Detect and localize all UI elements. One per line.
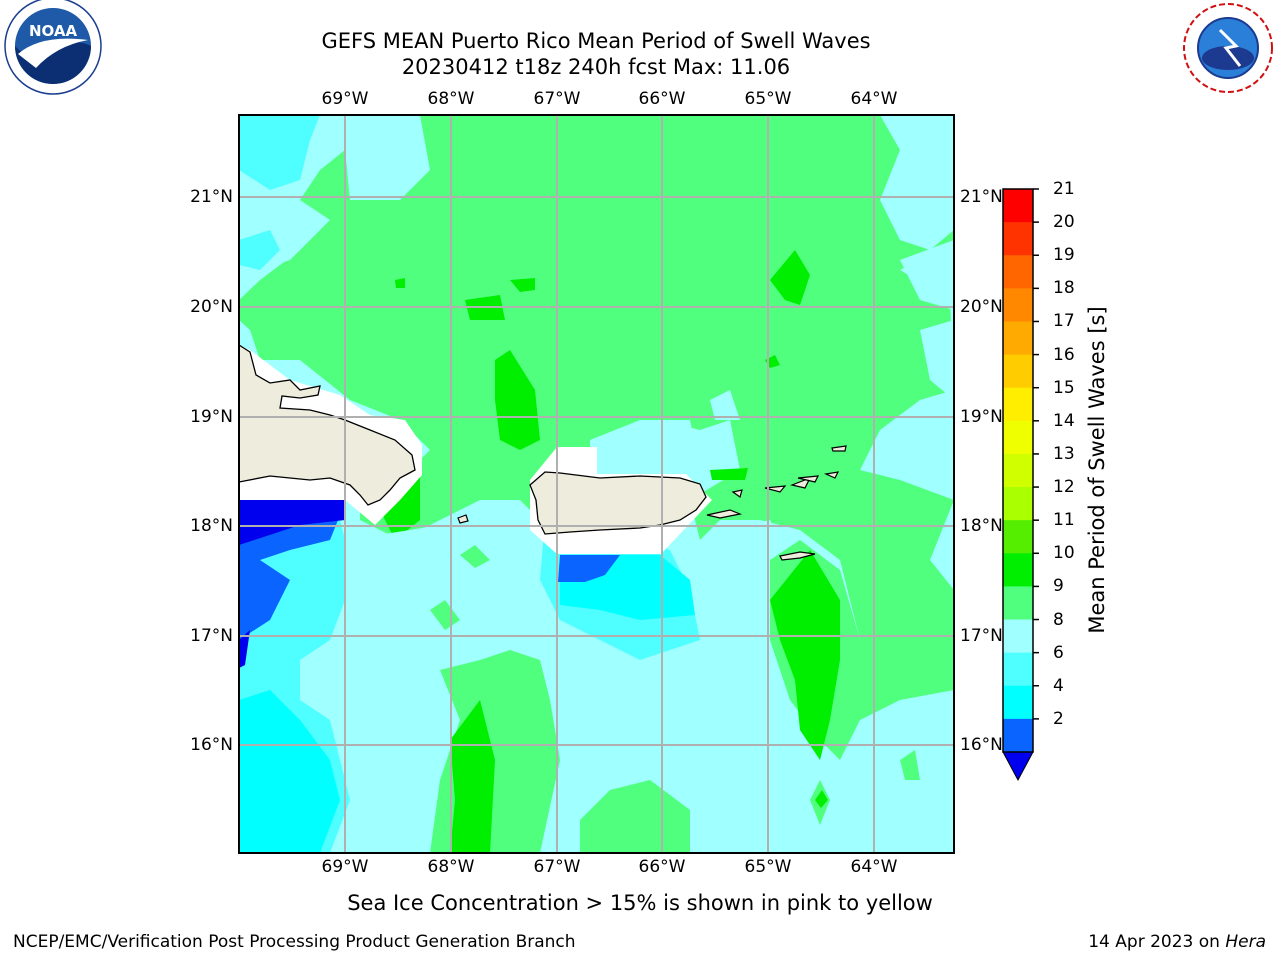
- colorbar-tick-label: 6: [1053, 642, 1064, 663]
- field-8-9-center: [590, 420, 700, 480]
- island-virgin-gorda: [823, 471, 840, 479]
- lon-label-top: 69°W: [321, 89, 369, 109]
- lon-label-bottom: 65°W: [744, 857, 792, 877]
- field-10-11-g: [710, 468, 748, 480]
- colorbar-tick-label: 17: [1053, 311, 1075, 332]
- field-10-11-c: [510, 278, 535, 292]
- lat-label-right: 20°N: [960, 297, 1003, 317]
- lat-label-right: 17°N: [960, 626, 1003, 646]
- field-10-11-south-a: [450, 700, 495, 853]
- colorbar-tick-label: 2: [1053, 708, 1064, 729]
- field-9-10-north: [239, 115, 954, 660]
- lat-label-right: 16°N: [960, 735, 1003, 755]
- lon-label-top: 68°W: [427, 89, 475, 109]
- lat-label-right: 21°N: [960, 187, 1003, 207]
- island-mona: [457, 514, 469, 524]
- island-stjohn: [789, 476, 812, 489]
- colorbar-tick-label: 21: [1053, 179, 1075, 199]
- field-under-sw: [239, 630, 250, 668]
- island-tortola: [797, 475, 820, 483]
- colorbar-tick-label: 19: [1053, 245, 1075, 266]
- colorbar-tick-label: 4: [1053, 675, 1064, 696]
- noaa-logo: NOAA: [4, 0, 102, 95]
- field-8-9-n: [345, 115, 430, 200]
- footer-date-text: 14 Apr 2023 on: [1088, 932, 1226, 952]
- lat-label-right: 19°N: [960, 407, 1003, 427]
- island-stthomas: [764, 485, 787, 493]
- field-6-8-nw: [239, 115, 320, 190]
- lon-label-top: 64°W: [850, 89, 898, 109]
- field-9-10-s4: [900, 750, 920, 780]
- colorbar-label: Mean Period of Swell Waves [s]: [1085, 306, 1109, 634]
- island-vieques: [706, 509, 743, 519]
- colorbar-tick-label: 12: [1053, 477, 1075, 498]
- field-extreme-sw: [239, 500, 345, 545]
- field-9-10-south-a: [430, 650, 560, 853]
- lat-label-left: 16°N: [190, 735, 233, 755]
- field-2-4-sw: [239, 515, 340, 640]
- field-2-4-center: [558, 555, 620, 582]
- field-10-11-h: [380, 475, 420, 540]
- lat-label-right: 18°N: [960, 516, 1003, 536]
- sea-ice-note: Sea Ice Concentration > 15% is shown in …: [347, 891, 933, 915]
- hispaniola-land: [239, 344, 416, 506]
- colorbar-tick-label: 15: [1053, 377, 1075, 398]
- lat-label-left: 17°N: [190, 626, 233, 646]
- noaa-logo-text: NOAA: [29, 22, 78, 40]
- lon-label-top: 65°W: [744, 89, 792, 109]
- lat-label-left: 18°N: [190, 516, 233, 536]
- colorbar-tick-label: 10: [1053, 543, 1075, 564]
- lon-label-bottom: 69°W: [321, 857, 369, 877]
- field-10-11-south-b: [770, 550, 840, 760]
- field-6-8-nw2: [239, 230, 280, 270]
- field-8-9-sw: [345, 510, 954, 853]
- field-10-11-f: [395, 278, 405, 288]
- gridlines: [239, 115, 954, 853]
- colorbar-tick-label: 11: [1053, 510, 1075, 531]
- field-8-9-ne: [880, 115, 954, 250]
- map-subtitle: 20230412 t18z 240h fcst Max: 11.06: [401, 55, 791, 79]
- island-stcroix: [779, 551, 816, 561]
- colorbar-tick-label: 13: [1053, 443, 1075, 464]
- field-4-6-south: [239, 690, 340, 853]
- map-frame: [238, 114, 955, 854]
- island-anegada: [831, 445, 847, 452]
- colorbar-tick-label: 8: [1053, 609, 1064, 630]
- map-title: GEFS MEAN Puerto Rico Mean Period of Swe…: [321, 29, 871, 53]
- field-9-10-s1: [430, 600, 460, 630]
- lat-label-left: 19°N: [190, 407, 233, 427]
- lon-label-top: 66°W: [638, 89, 686, 109]
- lon-label-bottom: 64°W: [850, 857, 898, 877]
- lon-label-bottom: 68°W: [427, 857, 475, 877]
- field-8-9-east2: [920, 320, 954, 400]
- colorbar-tick-label: 16: [1053, 344, 1075, 365]
- nws-logo: [1182, 2, 1274, 94]
- colorbar-tick-label: 18: [1053, 278, 1075, 299]
- field-9-10-s2: [460, 545, 490, 568]
- field-10-11-d: [770, 250, 810, 305]
- island-culebra: [731, 489, 743, 498]
- footer-machine: Hera: [1225, 932, 1266, 952]
- field-10-11-s5: [815, 790, 828, 808]
- footer-credit: NCEP/EMC/Verification Post Processing Pr…: [13, 932, 576, 952]
- colorbar-tick-label: 9: [1053, 576, 1064, 597]
- lat-label-left: 20°N: [190, 297, 233, 317]
- colorbar-tick-label: 20: [1053, 212, 1075, 233]
- lat-label-left: 21°N: [190, 187, 233, 207]
- field-10-11-a: [495, 350, 540, 450]
- field-8-9-ve: [710, 390, 740, 420]
- lon-label-bottom: 66°W: [638, 857, 686, 877]
- field-8-9-east: [900, 240, 954, 310]
- footer-date: 14 Apr 2023 on Hera: [1088, 932, 1266, 952]
- colorbar-tick-label: 14: [1053, 410, 1075, 431]
- lon-label-top: 67°W: [533, 89, 581, 109]
- lon-label-bottom: 67°W: [533, 857, 581, 877]
